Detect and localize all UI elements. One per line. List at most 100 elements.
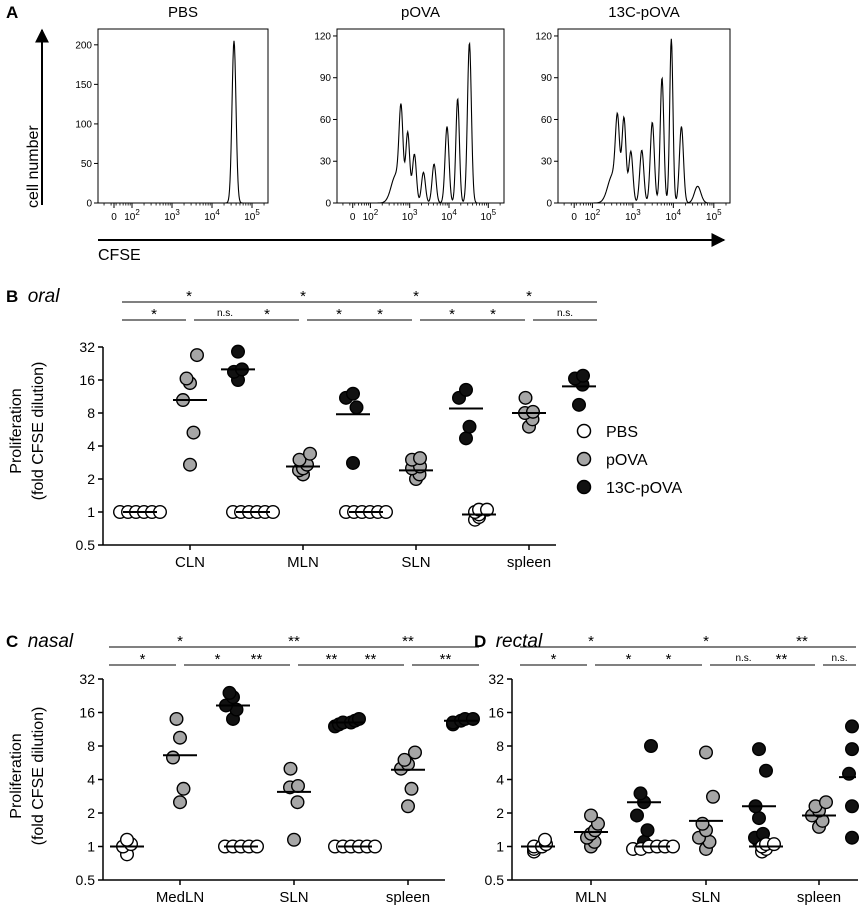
panel-d-group-mln-13c-pova-point [630, 808, 645, 823]
hist-13c-pova-ytick-label: 0 [546, 199, 552, 210]
panel-c-group-medln-13c-pova-point [222, 685, 237, 700]
hist-pbs-ytick-label: 200 [75, 40, 92, 51]
panel-b-group-cln-pova-point [186, 425, 201, 440]
panel-b-ylabel-line2: (fold CFSE dilution) [30, 362, 47, 501]
panel-d-ytick-label: 0.5 [485, 872, 505, 888]
hist-pbs-xtick-label: 0 [111, 212, 117, 223]
hist-13c-pova-frame [557, 28, 731, 204]
panel-b-group-spleen-sig-right: n.s. [557, 308, 573, 319]
panel-d-group-sln-label: SLN [691, 889, 720, 906]
panel-d-group-spleen-13c-pova-point [845, 742, 860, 757]
panel-c-ytick-label: 32 [79, 671, 95, 687]
hist-pbs-title: PBS [168, 4, 198, 21]
legend-label-13c-pova: 13C-pOVA [606, 480, 683, 497]
panel-b-group-cln-sig-right: n.s. [217, 308, 233, 319]
panel-b-group-sln: SLN * * * [339, 288, 484, 571]
panel-c-group-sln-label: SLN [279, 889, 308, 906]
hist-pova-curve [337, 41, 504, 204]
panel-d-title: D rectal [474, 631, 543, 652]
panel-d-group-mln: MLN * * * [520, 633, 662, 906]
panel-b-group-sln-sig-left: * [377, 306, 383, 323]
panel-c-group-sln-sig-overall: ** [288, 633, 300, 650]
panel-d-group-spleen-pbs-point [767, 837, 782, 852]
panel-c-group-sln: SLN ** ** ** [217, 633, 367, 906]
panel-b-group-cln: CLN * * n.s. [112, 288, 256, 571]
hist-pova-ytick-label: 30 [320, 157, 332, 168]
panel-d-group-sln-13c-pova-point [759, 763, 774, 778]
panel-d-group-mln-sig-overall: * [588, 633, 594, 650]
hist-pbs-ytick-label: 150 [75, 80, 92, 91]
panel-c-letter: C [6, 632, 18, 651]
panel-b-group-cln-pova-point [189, 348, 204, 363]
panel-b-group-mln-13c-pova-point [346, 455, 361, 470]
panel-b-group-cln-pova-point [182, 457, 197, 472]
legend: PBS pOVA 13C-pOVA [576, 423, 683, 497]
hist-13c-pova-xtick-label: 105 [706, 208, 722, 223]
panel-d-group-sln-sig-left: * [666, 651, 672, 668]
cell-number-label: cell number [25, 125, 42, 208]
panel-c-ylabel-line2: (fold CFSE dilution) [30, 707, 47, 846]
hist-pova-ytick-label: 120 [314, 31, 331, 42]
panel-d-group-mln-pbs-point [538, 832, 553, 847]
panel-b-ylabel-line1: Proliferation [8, 388, 25, 473]
hist-pbs: PBS 0 50 100 150 200 0 102 103 104 105 [75, 4, 269, 223]
panel-d-group-sln-pova-point [699, 745, 714, 760]
panel-d-ytick-label: 32 [488, 671, 504, 687]
panel-d-ytick-label: 8 [496, 738, 504, 754]
panel-d-ytick-label: 1 [496, 839, 504, 855]
hist-pova-ytick-label: 90 [320, 73, 332, 84]
panel-d-group-mln-13c-pova-point [644, 739, 659, 754]
hist-13c-pova: 13C-pOVA 0 30 60 90 120 0 102 103 104 105 [535, 4, 731, 223]
panel-b-group-spleen-sig-overall: * [526, 288, 532, 305]
panel-d-group-mln-13c-pova-point [633, 786, 648, 801]
panel-b-group-spleen-13c-pova-point [576, 368, 591, 383]
hist-13c-pova-ytick-label: 60 [541, 115, 553, 126]
hist-pbs-curve [98, 40, 268, 204]
hist-pbs-xtick-label: 103 [164, 208, 180, 223]
panel-c-group-sln-sig-left: ** [251, 651, 263, 668]
hist-13c-pova-xtick-label: 0 [571, 212, 577, 223]
panel-b-group-sln-13c-pova-point [459, 382, 474, 397]
hist-pova-xtick-label: 102 [363, 208, 379, 223]
panel-d-ytick-label: 2 [496, 805, 504, 821]
panel-c-group-sln-pova-point [287, 832, 302, 847]
panel-b-group-spleen-13c-pova-point [572, 397, 587, 412]
panel-c-group-medln-pova-point [165, 750, 180, 765]
panel-b-group-spleen: spleen * * n.s. [461, 288, 597, 571]
panel-b-group-mln: MLN * * * [225, 288, 371, 571]
panel-d-group-spleen: spleen ** ** n.s. [748, 633, 860, 906]
panel-c-group-sln-sig-right: ** [326, 651, 338, 668]
panel-b-title: B oral [6, 286, 60, 307]
panel-d-group-spleen-pova-point [819, 795, 834, 810]
panel-b-ytick-label: 32 [79, 339, 95, 355]
panel-d-letter: D [474, 632, 486, 651]
panel-c-group-medln-pova-point [176, 781, 191, 796]
panel-d-group-spleen-sig-overall: ** [796, 633, 808, 650]
panel-b-group-cln-pova-point [179, 371, 194, 386]
panel-c-ytick-label: 4 [87, 772, 95, 788]
panel-d-group-mln-label: MLN [575, 889, 607, 906]
panel-c-group-medln-sig-right: * [215, 651, 221, 668]
panel-c-group-medln-label: MedLN [156, 889, 204, 906]
panel-d-name: rectal [496, 631, 543, 652]
panel-b-ytick-label: 2 [87, 471, 95, 487]
panel-c-group-spleen-pova-point [408, 745, 423, 760]
panel-d-group-mln-pova-point [584, 808, 599, 823]
panel-b-ytick-label: 1 [87, 504, 95, 520]
hist-pbs-xtick-label: 102 [124, 208, 140, 223]
panel-c-group-sln-pova-point [291, 778, 306, 793]
hist-pbs-ytick-label: 100 [75, 119, 92, 130]
panel-d-group-mln-sig-right: * [626, 651, 632, 668]
legend-label-pbs: PBS [606, 424, 638, 441]
hist-pova-xtick-label: 105 [480, 208, 496, 223]
panel-b-group-mln-pova-point [303, 446, 318, 461]
panel-d-group-spleen-13c-pova-point [842, 766, 857, 781]
hist-13c-pova-xtick-label: 103 [625, 208, 641, 223]
panel-c-ylabel-line1: Proliferation [8, 733, 25, 818]
hist-13c-pova-ytick-label: 120 [535, 31, 552, 42]
panel-c-group-spleen-pova-point [401, 799, 416, 814]
panel-c-ytick-label: 1 [87, 839, 95, 855]
